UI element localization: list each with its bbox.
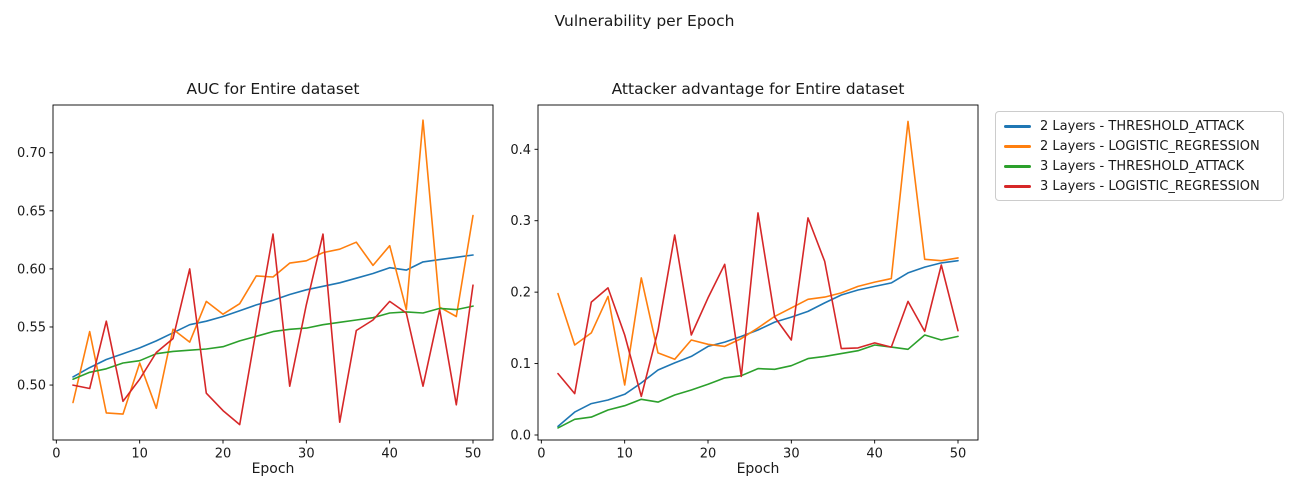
y-axis-tick-label: 0.0 <box>510 429 531 444</box>
x-axis-tick-label: 40 <box>866 447 883 462</box>
series-line-2-layers-logistic-regression <box>557 120 959 386</box>
x-axis-tick-label: 0 <box>52 447 60 462</box>
legend-item: 2 Layers - LOGISTIC_REGRESSION <box>1004 136 1275 156</box>
legend-item-label: 2 Layers - THRESHOLD_ATTACK <box>1040 118 1245 134</box>
x-axis-tick-label: 50 <box>465 447 482 462</box>
legend-swatch <box>1004 184 1031 188</box>
legend-box: 2 Layers - THRESHOLD_ATTACK 2 Layers - L… <box>995 111 1284 201</box>
plot-border <box>537 104 979 441</box>
legend-item-label: 3 Layers - LOGISTIC_REGRESSION <box>1040 178 1260 194</box>
legend-item: 2 Layers - THRESHOLD_ATTACK <box>1004 116 1275 136</box>
y-axis-tick-label: 0.2 <box>510 286 531 301</box>
legend-swatch <box>1004 144 1031 148</box>
plot-border <box>52 104 494 441</box>
x-axis-tick-label: 10 <box>616 447 633 462</box>
x-axis-tick-label: 0 <box>537 447 545 462</box>
series-line-2-layers-threshold-attack <box>557 259 959 428</box>
series-line-2-layers-logistic-regression <box>72 119 474 415</box>
series-line-3-layers-threshold-attack <box>72 305 474 381</box>
x-axis-tick-label: 40 <box>381 447 398 462</box>
legend-item-label: 3 Layers - THRESHOLD_ATTACK <box>1040 158 1245 174</box>
advantage-chart-plot: 0 10 20 30 40 50 0.0 0.1 0.2 0.3 0.4 <box>510 104 979 462</box>
legend-item-label: 2 Layers - LOGISTIC_REGRESSION <box>1040 138 1260 154</box>
x-axis-tick-label: 30 <box>783 447 800 462</box>
auc-chart-plot: 0 10 20 30 40 50 0.50 0.55 0.60 0.65 0.70 <box>17 104 494 462</box>
y-axis-tick-label: 0.50 <box>17 379 46 394</box>
x-axis-tick-label: 20 <box>215 447 232 462</box>
figure-suptitle: Vulnerability per Epoch <box>554 12 735 30</box>
auc-x-axis-label: Epoch <box>251 461 295 477</box>
y-axis-tick-label: 0.70 <box>17 146 46 161</box>
series-line-2-layers-threshold-attack <box>72 254 474 378</box>
y-axis-tick-label: 0.65 <box>17 204 46 219</box>
legend-item: 3 Layers - THRESHOLD_ATTACK <box>1004 156 1275 176</box>
auc-chart-title: AUC for Entire dataset <box>186 80 360 98</box>
x-axis-tick-label: 20 <box>700 447 717 462</box>
x-axis-tick-label: 10 <box>131 447 148 462</box>
advantage-x-axis-label: Epoch <box>736 461 780 477</box>
legend-swatch <box>1004 164 1031 168</box>
x-axis-tick-label: 30 <box>298 447 315 462</box>
series-line-3-layers-logistic-regression <box>72 233 474 426</box>
legend-swatch <box>1004 124 1031 128</box>
y-axis-tick-label: 0.4 <box>510 143 531 158</box>
y-axis-tick-label: 0.60 <box>17 262 46 277</box>
legend-item: 3 Layers - LOGISTIC_REGRESSION <box>1004 176 1275 196</box>
y-axis-tick-label: 0.3 <box>510 214 531 229</box>
y-axis-tick-label: 0.55 <box>17 320 46 335</box>
x-axis-tick-label: 50 <box>950 447 967 462</box>
advantage-chart-title: Attacker advantage for Entire dataset <box>611 80 905 98</box>
series-line-3-layers-logistic-regression <box>557 212 959 398</box>
y-axis-tick-label: 0.1 <box>510 357 531 372</box>
